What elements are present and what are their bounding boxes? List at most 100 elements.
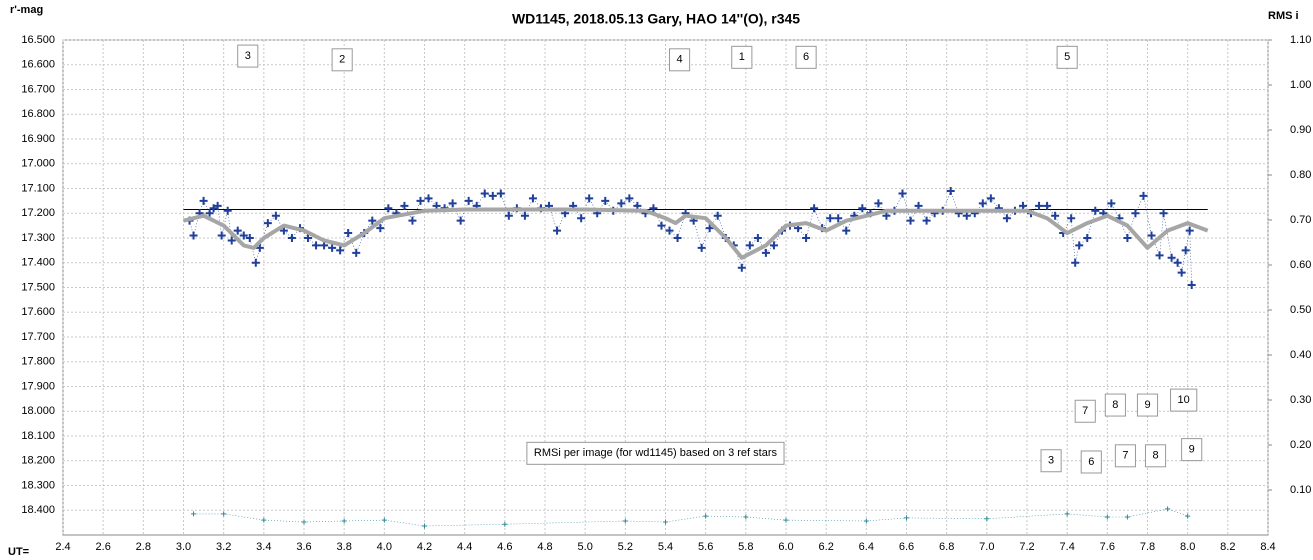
point (633, 201, 642, 210)
point (1123, 234, 1132, 242)
point (946, 186, 955, 195)
x-tick-label: 5.4 (658, 541, 673, 553)
annotation-text: 9 (1144, 399, 1150, 411)
x-tick-label: 6.8 (939, 541, 954, 553)
point (251, 258, 260, 267)
point (810, 204, 819, 213)
point (341, 518, 347, 524)
y2-tick-label: 0.70 (1290, 214, 1311, 226)
point (1018, 201, 1027, 210)
point (263, 219, 272, 228)
point (504, 211, 513, 220)
annotation-text: 7 (1082, 405, 1088, 417)
point (223, 206, 232, 215)
point (1165, 506, 1171, 512)
point (769, 241, 778, 250)
annotation-box (526, 441, 785, 465)
point (205, 209, 214, 218)
x-tick-label: 4.0 (377, 541, 392, 553)
point (858, 204, 867, 213)
point (199, 196, 208, 205)
point (922, 216, 931, 225)
point (1185, 513, 1191, 519)
x-tick-label: 2.6 (96, 541, 111, 553)
annotation-box (1144, 444, 1167, 468)
annotation-text: 8 (1112, 399, 1118, 411)
point (745, 241, 754, 250)
y-tick-label: 17.900 (21, 380, 55, 392)
x-tick-label: 6.0 (778, 541, 793, 553)
point (328, 243, 337, 252)
annotation-box (1114, 444, 1136, 468)
point (1147, 231, 1156, 240)
annotation-box (1170, 388, 1198, 412)
point (448, 199, 457, 208)
annotation-text: 3 (1048, 455, 1054, 467)
point (617, 199, 626, 208)
annotation-box (668, 48, 691, 72)
point (1185, 226, 1194, 235)
x-tick-label: 2.8 (136, 541, 151, 553)
point (1075, 241, 1084, 250)
annotation-text: 10 (1178, 394, 1190, 406)
x-tick-label: 3.8 (337, 541, 352, 553)
x-tick-label: 3.0 (176, 541, 191, 553)
point (703, 513, 709, 519)
x-tick-label: 6.4 (859, 541, 874, 553)
point (697, 243, 706, 252)
point (882, 211, 891, 220)
y-tick-label: 17.800 (21, 356, 55, 368)
point (1035, 201, 1044, 210)
point (1051, 211, 1060, 220)
annotation-text: 8 (1152, 450, 1158, 462)
point (400, 201, 409, 210)
x-tick-label: 3.4 (256, 541, 271, 553)
annotation-box (331, 48, 353, 72)
point (834, 214, 843, 223)
y-axis-label: r'-mag (10, 4, 43, 16)
annotation-text: RMSi per image (for wd1145) based on 3 r… (534, 447, 778, 459)
point (488, 191, 497, 200)
point (783, 517, 789, 523)
point (189, 231, 198, 240)
x-tick-label: 8.0 (1180, 541, 1195, 553)
x-tick-label: 4.8 (537, 541, 552, 553)
x-tick-label: 3.2 (216, 541, 231, 553)
y2-tick-label: 0.60 (1290, 259, 1311, 271)
point (1064, 511, 1070, 517)
y2-tick-label: 1.10 (1290, 34, 1311, 46)
y2-tick-label: 0.30 (1290, 394, 1311, 406)
y2-tick-label: 0.90 (1290, 124, 1311, 136)
point (1083, 234, 1092, 242)
y-tick-label: 18.200 (21, 455, 55, 467)
point (344, 229, 353, 238)
annotation-text: 6 (1088, 456, 1094, 468)
point (1139, 191, 1148, 200)
point (456, 216, 465, 225)
point (904, 515, 909, 521)
point (209, 204, 218, 213)
x-tick-label: 5.8 (738, 541, 753, 553)
point (255, 243, 264, 252)
point (625, 194, 634, 203)
point (368, 216, 377, 225)
y-tick-label: 17.200 (21, 207, 55, 219)
point (352, 248, 361, 257)
y-tick-label: 18.300 (21, 479, 55, 491)
point (1067, 214, 1076, 223)
y-tick-label: 16.700 (21, 83, 55, 95)
annotation-box (237, 44, 259, 68)
x-tick-label: 5.0 (578, 541, 593, 553)
point (962, 211, 971, 220)
point (217, 231, 226, 240)
point (802, 234, 811, 242)
x-tick-label: 4.2 (417, 541, 432, 553)
point (753, 234, 762, 242)
x-tick-label: 2.4 (55, 541, 70, 553)
point (336, 246, 345, 255)
y2-tick-label: 0.10 (1290, 484, 1311, 496)
point (408, 216, 417, 225)
point (239, 231, 248, 240)
y-tick-label: 17.700 (21, 331, 55, 343)
x-tick-label: 7.0 (979, 541, 994, 553)
